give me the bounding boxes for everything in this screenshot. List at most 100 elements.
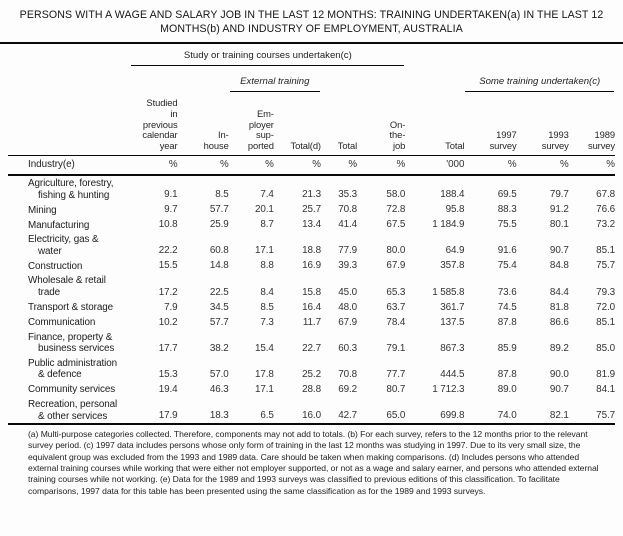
- industry-label: Electricity, gas & water: [28, 234, 99, 257]
- value-cell: 48.0: [338, 301, 358, 313]
- value-cell: 60.8: [209, 245, 229, 257]
- value-cell: 80.7: [386, 383, 406, 395]
- value-cell: 25.2: [302, 368, 321, 380]
- industry-label: Wholesale & retail trade: [28, 275, 106, 298]
- value-cell: 70.8: [338, 204, 358, 216]
- table-body: Agriculture, forestry, fishing & hunting…: [8, 175, 615, 424]
- value-cell: 72.8: [386, 204, 406, 216]
- value-cell: 74.0: [497, 410, 517, 422]
- value-cell: 9.1: [164, 189, 178, 201]
- value-cell: 16.4: [302, 301, 321, 313]
- value-cell: 39.3: [338, 260, 358, 272]
- value-cell: 7.9: [164, 301, 178, 313]
- value-cell: 18.3: [209, 410, 229, 422]
- unit-label: %: [464, 154, 517, 176]
- value-cell: 8.5: [215, 189, 229, 201]
- group-some-cell: Some training undertaken(c): [464, 67, 615, 93]
- table-row: Wholesale & retail trade 17.2 22.5 8.4 15.8 4…: [8, 273, 615, 299]
- industry-label: Finance, property & business services: [28, 331, 115, 355]
- value-cell: 58.0: [386, 189, 406, 201]
- value-cell: 1 712.3: [432, 383, 465, 395]
- value-cell: 34.5: [209, 301, 229, 313]
- table-title: PERSONS WITH A WAGE AND SALARY JOB IN TH…: [19, 9, 604, 35]
- group-header-row-1: Study or training courses undertaken(c): [8, 44, 615, 67]
- value-cell: 14.8: [209, 260, 229, 272]
- column-header: Em- ployer sup- ported: [247, 107, 274, 152]
- group-study-label: Study or training courses undertaken(c): [131, 50, 405, 66]
- column-header: Total: [337, 140, 358, 152]
- value-cell: 89.0: [497, 383, 517, 395]
- column-header: 1993 survey: [541, 129, 569, 152]
- table-row: Public administration & defence 15.3 57.0 1…: [8, 356, 615, 382]
- value-cell: 73.2: [596, 219, 615, 231]
- value-cell: 87.8: [497, 316, 517, 328]
- value-cell: 78.4: [386, 316, 406, 328]
- table-row: Electricity, gas & water 22.2 60.8 17.1 18.8…: [8, 232, 615, 258]
- value-cell: 21.3: [302, 189, 321, 201]
- value-cell: 6.5: [260, 410, 274, 422]
- value-cell: 87.8: [497, 368, 517, 380]
- value-cell: 444.5: [440, 368, 465, 380]
- value-cell: 90.7: [549, 245, 569, 257]
- value-cell: 8.7: [260, 219, 274, 231]
- value-cell: 20.1: [255, 204, 274, 216]
- value-cell: 65.0: [386, 410, 406, 422]
- value-cell: 81.8: [549, 301, 569, 313]
- column-header: 1997 survey: [489, 129, 517, 152]
- table-row: Community services 19.4 46.3 17.1 28.8 69.2 80…: [8, 382, 615, 397]
- value-cell: 9.7: [164, 204, 178, 216]
- industry-label: Construction: [28, 260, 83, 272]
- spacer-cell: [8, 44, 130, 67]
- unit-label: %: [228, 154, 274, 176]
- units-row: Industry(e) %%%%%% '000%%%: [8, 154, 615, 176]
- column-header: Studied in previous calendar year: [142, 97, 178, 152]
- value-cell: 67.5: [386, 219, 406, 231]
- footnotes: (a) Multi-purpose categories collected. …: [28, 429, 599, 496]
- unit-label: %: [568, 154, 615, 176]
- value-cell: 19.4: [158, 383, 178, 395]
- value-cell: 10.2: [158, 316, 178, 328]
- industry-label: Public administration & defence: [28, 357, 118, 381]
- value-cell: 76.6: [596, 204, 615, 216]
- value-cell: 17.1: [255, 383, 274, 395]
- value-cell: 15.3: [158, 368, 178, 380]
- value-cell: 7.4: [260, 189, 274, 201]
- value-cell: 22.2: [158, 245, 178, 257]
- value-cell: 7.3: [260, 316, 274, 328]
- column-header: 1989 survey: [587, 129, 615, 152]
- column-header: Total(d): [290, 140, 322, 152]
- group-study-cell: Study or training courses undertaken(c): [130, 44, 405, 67]
- value-cell: 80.0: [386, 245, 406, 257]
- value-cell: 57.0: [209, 368, 229, 380]
- value-cell: 64.9: [445, 245, 465, 257]
- value-cell: 79.1: [386, 342, 406, 354]
- value-cell: 13.4: [302, 219, 321, 231]
- value-cell: 70.8: [338, 368, 358, 380]
- value-cell: 67.8: [596, 189, 615, 201]
- value-cell: 67.9: [386, 260, 406, 272]
- unit-label: %: [357, 154, 406, 176]
- value-cell: 89.2: [549, 342, 569, 354]
- value-cell: 28.8: [302, 383, 321, 395]
- industry-label: Agriculture, forestry, fishing & hunting: [28, 177, 114, 201]
- industry-label: Communication: [28, 316, 96, 328]
- value-cell: 65.3: [386, 286, 406, 298]
- value-cell: 8.4: [260, 286, 274, 298]
- value-cell: 361.7: [440, 301, 465, 313]
- unit-label: %: [273, 154, 321, 176]
- statistics-table: Study or training courses undertaken(c) …: [8, 44, 615, 426]
- value-cell: 86.6: [549, 316, 569, 328]
- value-cell: 22.5: [209, 286, 229, 298]
- value-cell: 77.9: [338, 245, 358, 257]
- value-cell: 75.7: [596, 410, 615, 422]
- spacer-cell: [405, 44, 615, 67]
- value-cell: 1 184.9: [432, 219, 465, 231]
- group-some-label: Some training undertaken(c): [465, 76, 614, 92]
- value-cell: 41.4: [338, 219, 358, 231]
- value-cell: 17.9: [158, 410, 178, 422]
- value-cell: 75.7: [596, 260, 615, 272]
- column-header: Total: [445, 140, 465, 152]
- value-cell: 91.6: [497, 245, 517, 257]
- value-cell: 42.7: [338, 410, 358, 422]
